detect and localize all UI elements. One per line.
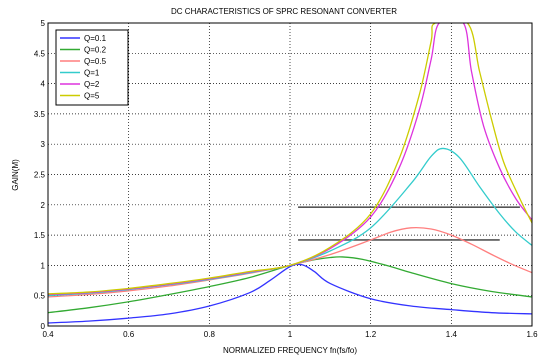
- x-tick-label: 1.6: [526, 330, 538, 339]
- legend-label: Q=0.5: [84, 57, 107, 66]
- x-tick-label: 0.8: [204, 330, 216, 339]
- series-line-q-5: [48, 23, 532, 295]
- series-lines: [48, 23, 532, 324]
- y-tick-labels: 0 0.5 1 1.5 2 2.5 3 3.5 4 4.5 5: [34, 19, 46, 331]
- y-tick-label: 4.5: [34, 49, 46, 58]
- legend-box: [55, 29, 129, 106]
- x-tick-label: 1: [288, 330, 293, 339]
- y-tick-label: 3.5: [34, 110, 46, 119]
- y-axis-label: GAIN(M): [11, 159, 20, 191]
- legend-label: Q=0.1: [84, 34, 107, 43]
- x-tick-label: 1.4: [446, 330, 458, 339]
- y-tick-label: 2.5: [34, 171, 46, 180]
- annotations: [298, 206, 520, 241]
- plot-frame: [47, 22, 533, 327]
- x-tick-label: 0.6: [123, 330, 135, 339]
- legend-label: Q=0.2: [84, 46, 107, 55]
- x-tick-label: 0.4: [42, 330, 54, 339]
- x-axis-label: NORMALIZED FREQUENCY fn(fs/fo): [223, 346, 357, 355]
- y-tick-label: 3: [41, 140, 46, 149]
- y-tick-label: 5: [41, 19, 46, 28]
- x-tick-label: 1.2: [365, 330, 377, 339]
- legend-label: Q=5: [84, 92, 100, 101]
- grid: [48, 23, 532, 326]
- x-tick-labels: 0.4 0.6 0.8 1 1.2 1.4 1.6: [42, 330, 538, 339]
- y-tick-label: 0: [41, 322, 46, 331]
- chart-title: DC CHARACTERISTICS OF SPRC RESONANT CONV…: [171, 7, 397, 16]
- y-tick-label: 0.5: [34, 292, 46, 301]
- series-line-q-0-5: [48, 226, 532, 298]
- legend-label: Q=2: [84, 80, 100, 89]
- series-line-q-0-2: [48, 256, 532, 314]
- y-tick-label: 1.5: [34, 231, 46, 240]
- y-tick-label: 4: [41, 80, 46, 89]
- y-tick-label: 1: [41, 261, 46, 270]
- legend-label: Q=1: [84, 69, 100, 78]
- y-tick-label: 2: [41, 201, 46, 210]
- legend: Q=0.1 Q=0.2 Q=0.5 Q=1 Q=2 Q=5: [55, 29, 129, 106]
